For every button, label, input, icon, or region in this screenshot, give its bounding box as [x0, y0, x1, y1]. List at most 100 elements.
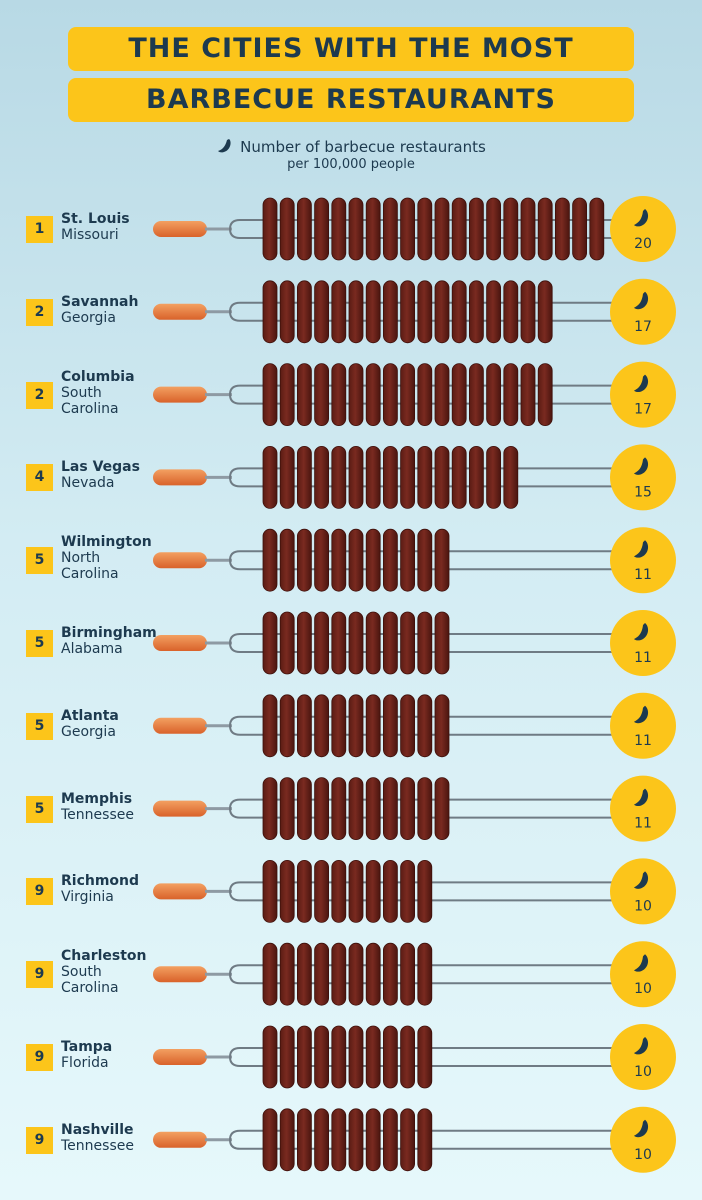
sausage-mark — [400, 694, 416, 758]
city-label: Columbia South Carolina — [61, 369, 135, 417]
sausage-mark — [279, 611, 295, 675]
skewer-row: 15 — [153, 444, 676, 511]
skewer-handle — [153, 1131, 207, 1148]
skewer-handle — [153, 552, 207, 569]
rank-badge: 9 — [26, 878, 53, 906]
sausage-mark — [279, 694, 295, 758]
skewer-handle — [153, 635, 207, 651]
value-label: 15 — [634, 484, 652, 500]
sausage-mark — [434, 197, 450, 261]
sausage-mark — [262, 860, 278, 923]
city-name: St. Louis — [61, 211, 130, 227]
skewer-handle — [153, 883, 207, 900]
value-label: 10 — [634, 981, 652, 997]
sausage-mark — [262, 611, 278, 675]
value-badge — [610, 361, 676, 428]
skewer-row: 11 — [153, 527, 676, 594]
rank-badge: 5 — [26, 795, 53, 823]
sausage-mark — [468, 445, 484, 509]
sausage-mark — [365, 860, 381, 923]
state-name: Virginia — [61, 889, 114, 906]
sausage-mark — [417, 777, 433, 840]
sausage-mark — [382, 528, 398, 592]
sausage-icon — [634, 954, 649, 972]
sausage-mark — [331, 1025, 347, 1089]
sausage-icon — [634, 1119, 649, 1138]
value-badge — [610, 775, 676, 842]
sausage-icon — [634, 540, 649, 558]
sausage-mark — [555, 197, 570, 261]
sausage-mark — [400, 445, 416, 509]
sausage-mark — [417, 1025, 433, 1089]
sausage-mark — [382, 363, 398, 427]
sausage-mark — [503, 197, 519, 261]
sausage-mark — [537, 280, 553, 344]
sausage-mark — [400, 280, 416, 344]
city-label: Memphis Tennessee — [61, 791, 134, 823]
sausage-mark — [331, 197, 347, 261]
skewer-prongs — [228, 715, 612, 736]
sausage-mark — [434, 611, 450, 675]
sausage-icon — [634, 291, 649, 310]
sausage-mark — [314, 1025, 330, 1089]
sausage-mark — [262, 528, 278, 592]
city-name: Atlanta — [61, 707, 119, 724]
sausage-mark — [296, 1108, 312, 1172]
city-name: Nashville — [61, 1121, 134, 1138]
skewer-prongs — [228, 219, 612, 239]
sausage-mark — [296, 860, 312, 923]
city-label: Nashville Tennessee — [61, 1122, 134, 1154]
skewer-row: 11 — [153, 692, 676, 759]
sausage-mark — [348, 860, 364, 923]
skewer-prongs — [228, 384, 612, 405]
sausage-mark — [262, 777, 278, 840]
sausage-mark — [451, 280, 467, 344]
value-label: 10 — [634, 1064, 652, 1080]
title-line-2: BARBECUE RESTAURANTS — [68, 78, 634, 122]
state-name: South Carolina — [61, 384, 119, 417]
sausage-mark — [365, 363, 381, 427]
skewer-row: 10 — [153, 1106, 676, 1173]
city-label: Wilmington North Carolina — [61, 534, 152, 582]
value-label: 20 — [634, 236, 652, 252]
state-name: Nevada — [61, 475, 115, 492]
sausage-mark — [434, 528, 450, 592]
sausage-mark — [400, 363, 416, 427]
skewer-prongs — [228, 964, 612, 985]
state-name: Georgia — [61, 309, 116, 326]
city-label: Atlanta Georgia — [61, 708, 119, 740]
skewer-prongs — [228, 633, 612, 653]
state-name: Tennessee — [61, 1137, 134, 1154]
rank-badge: 5 — [26, 547, 53, 575]
sausage-mark — [417, 860, 433, 923]
sausage-mark — [537, 363, 553, 427]
skewer-row: 10 — [153, 1024, 676, 1090]
sausage-mark — [331, 942, 347, 1006]
sausage-mark — [348, 363, 364, 427]
sausage-mark — [486, 445, 502, 509]
rank-badge: 9 — [26, 1126, 53, 1154]
skewer-handle — [153, 717, 207, 734]
sausage-mark — [486, 280, 502, 344]
sausage-mark — [503, 445, 519, 509]
sausage-mark — [314, 777, 330, 840]
skewer-handle — [153, 1049, 207, 1065]
skewer-handle — [153, 221, 207, 237]
sausage-mark — [279, 860, 295, 923]
sausage-mark — [262, 363, 278, 427]
sausage-mark — [331, 777, 347, 840]
sausage-mark — [382, 197, 398, 261]
sausage-mark — [400, 528, 416, 592]
sausage-mark — [331, 694, 347, 758]
rank-badge: 5 — [26, 712, 53, 740]
sausage-mark — [400, 1108, 416, 1172]
sausage-mark — [279, 528, 295, 592]
sausage-mark — [382, 777, 398, 840]
city-name: Memphis — [61, 790, 133, 807]
sausage-mark — [382, 694, 398, 758]
state-name: Florida — [61, 1055, 109, 1071]
city-label: Richmond Virginia — [61, 873, 139, 905]
sausage-mark — [331, 445, 347, 509]
sausage-mark — [314, 445, 330, 509]
